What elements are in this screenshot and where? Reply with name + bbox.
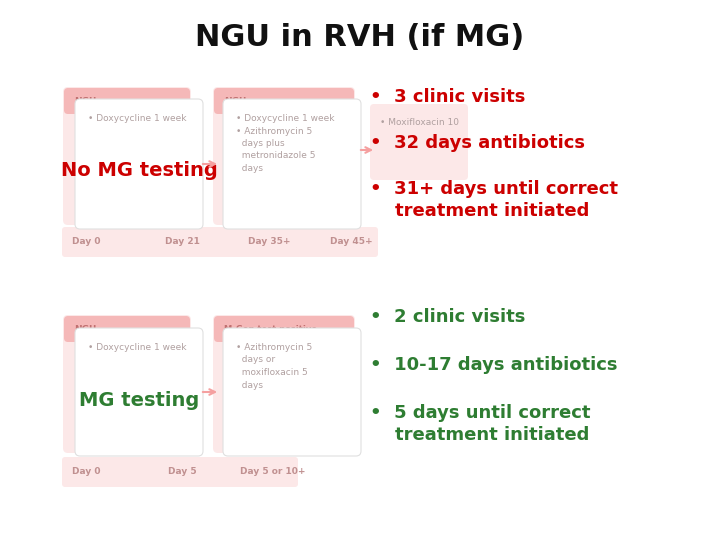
FancyBboxPatch shape: [63, 315, 191, 453]
FancyBboxPatch shape: [62, 457, 298, 487]
FancyBboxPatch shape: [214, 88, 354, 114]
Text: NGU: NGU: [224, 97, 246, 105]
FancyBboxPatch shape: [75, 328, 203, 456]
FancyBboxPatch shape: [75, 99, 203, 229]
FancyBboxPatch shape: [223, 99, 361, 229]
FancyBboxPatch shape: [223, 328, 361, 456]
FancyBboxPatch shape: [214, 316, 354, 342]
FancyBboxPatch shape: [370, 104, 468, 180]
Text: NGU in RVH (if MG): NGU in RVH (if MG): [195, 24, 525, 52]
Text: Day 45+: Day 45+: [330, 238, 373, 246]
Text: •  32 days antibiotics: • 32 days antibiotics: [370, 134, 585, 152]
Text: M-Gen test positive: M-Gen test positive: [224, 325, 317, 334]
Text: •  3 clinic visits: • 3 clinic visits: [370, 88, 526, 106]
Text: Day 35+: Day 35+: [248, 238, 290, 246]
Text: Day 0: Day 0: [72, 468, 101, 476]
Text: • Moxifloxacin 10: • Moxifloxacin 10: [380, 118, 459, 127]
FancyBboxPatch shape: [62, 227, 378, 257]
Text: • Doxycycline 1 week: • Doxycycline 1 week: [88, 114, 186, 123]
FancyBboxPatch shape: [64, 88, 190, 114]
Text: Day 0: Day 0: [72, 238, 101, 246]
Text: Day 5: Day 5: [168, 468, 197, 476]
FancyBboxPatch shape: [64, 316, 190, 342]
Text: No MG testing: No MG testing: [60, 160, 217, 179]
Text: • Doxycycline 1 week
• Azithromycin 5
  days plus
  metronidazole 5
  days: • Doxycycline 1 week • Azithromycin 5 da…: [236, 114, 335, 173]
Text: MG testing: MG testing: [79, 390, 199, 409]
Text: •  5 days until correct
    treatment initiated: • 5 days until correct treatment initiat…: [370, 404, 590, 444]
Text: •  10-17 days antibiotics: • 10-17 days antibiotics: [370, 356, 618, 374]
FancyBboxPatch shape: [63, 87, 191, 225]
Text: • Doxycycline 1 week: • Doxycycline 1 week: [88, 343, 186, 352]
Text: Day 5 or 10+: Day 5 or 10+: [240, 468, 305, 476]
Text: NGU: NGU: [74, 97, 96, 105]
FancyBboxPatch shape: [213, 315, 355, 453]
Text: Day 21: Day 21: [165, 238, 200, 246]
Text: NGU: NGU: [74, 325, 96, 334]
Text: • Azithromycin 5
  days or
  moxifloxacin 5
  days: • Azithromycin 5 days or moxifloxacin 5 …: [236, 343, 312, 389]
Text: •  2 clinic visits: • 2 clinic visits: [370, 308, 526, 326]
Text: •  31+ days until correct
    treatment initiated: • 31+ days until correct treatment initi…: [370, 180, 618, 220]
FancyBboxPatch shape: [213, 87, 355, 225]
